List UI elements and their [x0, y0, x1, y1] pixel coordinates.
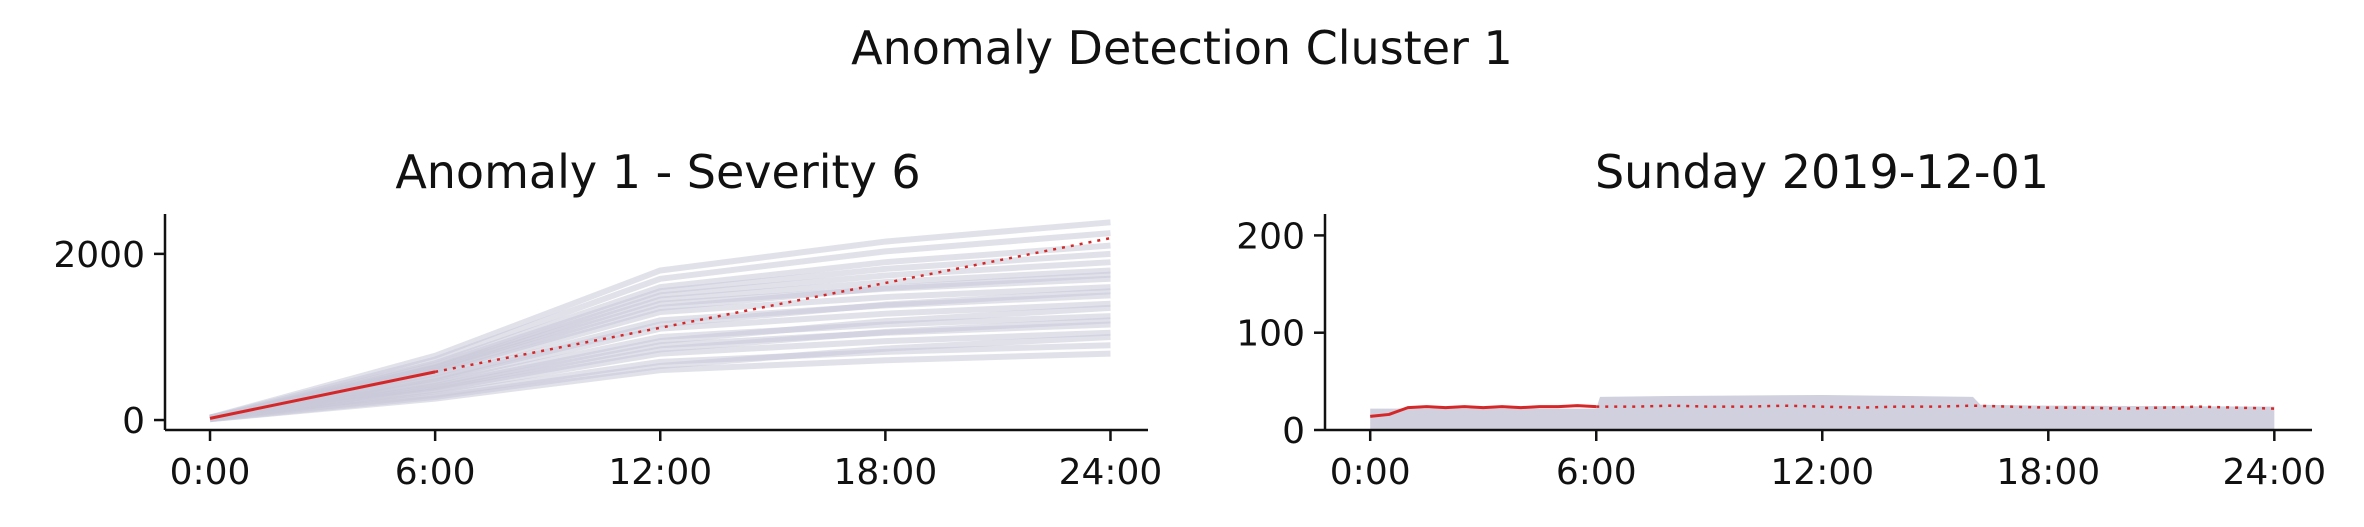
y-tick-label: 0 — [1282, 411, 1305, 452]
x-tick-label: 24:00 — [1059, 452, 1163, 493]
anomaly-observed-line — [209, 370, 436, 420]
x-tick-label: 12:00 — [1770, 452, 1874, 493]
chart-panel-sunday: Sunday 2019-12-01 0:00 6:00 12:00 18:00 24:0… — [1236, 145, 2326, 493]
chart-panel-anomaly: Anomaly 1 - Severity 6 0:00 6:00 12:00 18:0… — [53, 145, 1162, 493]
x-tick-label: 12:00 — [608, 452, 712, 493]
y-tick-label: 0 — [122, 401, 145, 442]
y-tick-label: 100 — [1236, 314, 1305, 355]
x-tick-label: 18:00 — [833, 452, 937, 493]
x-tick-label: 24:00 — [2222, 452, 2326, 493]
reference-line — [209, 304, 1111, 422]
y-tick-label: 200 — [1236, 216, 1305, 257]
x-tick-label: 6:00 — [395, 452, 476, 493]
x-tick-label: 18:00 — [1996, 452, 2100, 493]
plot-area: 0:00 6:00 12:00 18:00 24:00 0 2000 — [53, 214, 1162, 493]
reference-band — [1370, 394, 2275, 430]
plot-area: 0:00 6:00 12:00 18:00 24:00 0 100 200 — [1236, 214, 2326, 493]
chart-title: Sunday 2019-12-01 — [1595, 145, 2049, 199]
reference-line — [209, 219, 1111, 421]
x-tick-label: 6:00 — [1556, 452, 1637, 493]
chart-title: Anomaly 1 - Severity 6 — [395, 145, 920, 199]
y-tick-label: 2000 — [53, 235, 145, 276]
x-tick-label: 0:00 — [1330, 452, 1411, 493]
anomaly-observed-line — [1370, 404, 1597, 418]
reference-line — [209, 333, 1111, 423]
reference-line — [209, 288, 1111, 421]
figure-title: Anomaly Detection Cluster 1 — [851, 21, 1513, 75]
anomaly-projection-line — [434, 236, 1111, 374]
x-tick-label: 0:00 — [170, 452, 251, 493]
